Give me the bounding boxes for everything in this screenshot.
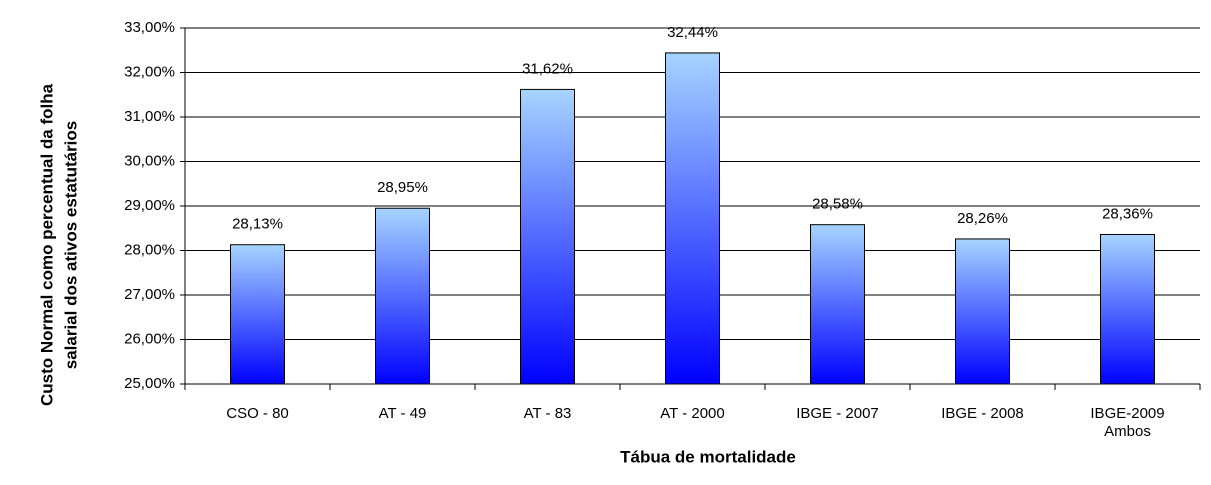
data-label: 28,36%	[1102, 205, 1153, 222]
y-tick-label: 29,00%	[124, 197, 175, 214]
y-axis-title: Custo Normal como percentual da folha	[37, 83, 56, 406]
x-axis-title: Tábua de mortalidade	[620, 447, 796, 466]
bar	[955, 238, 1010, 385]
bar	[230, 244, 285, 385]
y-tick-label: 30,00%	[124, 152, 175, 169]
data-label: 28,58%	[812, 196, 863, 213]
x-tick-label: AT - 83	[524, 405, 572, 422]
bar	[1100, 233, 1155, 385]
y-tick-label: 31,00%	[124, 108, 175, 125]
y-tick-label: 27,00%	[124, 286, 175, 303]
data-label: 32,44%	[667, 24, 718, 41]
data-label: 31,62%	[522, 60, 573, 77]
x-tick-label: AT - 2000	[660, 405, 724, 422]
x-tick-label: CSO - 80	[226, 405, 289, 422]
x-tick-label: AT - 49	[379, 405, 427, 422]
data-label: 28,95%	[377, 179, 428, 196]
bar	[810, 224, 865, 385]
data-label: 28,26%	[957, 210, 1008, 227]
y-tick-label: 33,00%	[124, 19, 175, 36]
x-tick-label: IBGE - 2008	[941, 405, 1024, 422]
y-axis-title: salarial dos ativos estatutários	[61, 121, 80, 370]
bar	[375, 207, 430, 385]
bar	[665, 52, 720, 385]
y-tick-label: 25,00%	[124, 375, 175, 392]
x-tick-label: IBGE - 2007	[796, 405, 879, 422]
data-label: 28,13%	[232, 216, 283, 233]
y-tick-label: 32,00%	[124, 63, 175, 80]
y-tick-label: 28,00%	[124, 241, 175, 258]
bar	[520, 88, 575, 385]
x-tick-label: IBGE-2009 Ambos	[1090, 405, 1164, 440]
y-tick-label: 26,00%	[124, 330, 175, 347]
